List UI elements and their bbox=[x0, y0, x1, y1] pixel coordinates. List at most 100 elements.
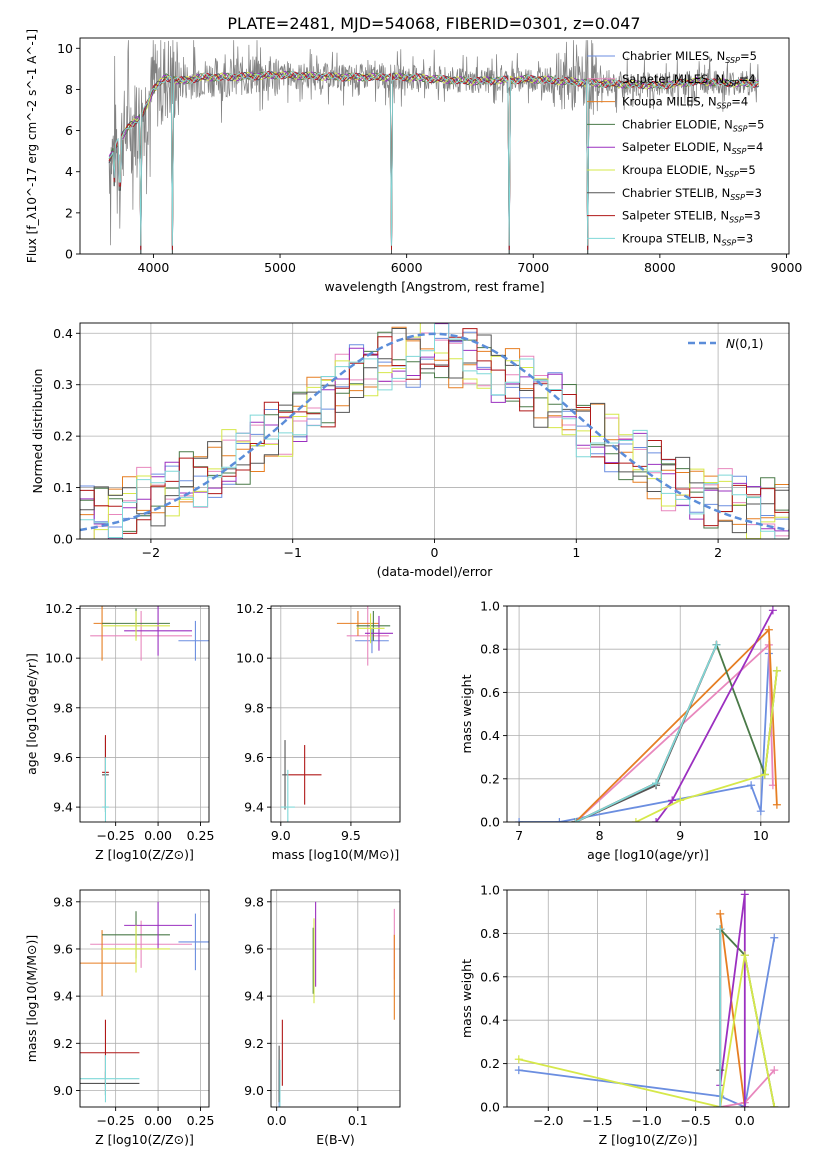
tick-label-x: 7 bbox=[515, 828, 523, 843]
weight-marker-8-1 bbox=[652, 779, 661, 788]
weight-marker-0-3 bbox=[770, 933, 779, 942]
tick-label-y: 9.4 bbox=[53, 989, 73, 1004]
weight-marker-0-3 bbox=[756, 807, 765, 816]
plot-area-age_vs_mass bbox=[280, 606, 393, 822]
weight-marker-5-3 bbox=[772, 666, 781, 675]
tick-label-x: −2 bbox=[142, 545, 160, 560]
legend-label-2: Kroupa MILES, NSSP=4 bbox=[622, 95, 748, 111]
tick-label-x: 9 bbox=[676, 828, 684, 843]
tick-label-y: 0.2 bbox=[480, 1056, 500, 1071]
tick-label-y: 0.8 bbox=[480, 926, 500, 941]
tick-label-y: 0.6 bbox=[480, 969, 500, 984]
tick-label-x: 8 bbox=[596, 828, 604, 843]
tick-label-y: 6 bbox=[65, 123, 73, 138]
tick-label-x: 0.0 bbox=[267, 1113, 287, 1128]
tick-label-y: 1.0 bbox=[480, 599, 500, 614]
tick-label-y: 9.8 bbox=[53, 894, 73, 909]
tick-label-y: 10.2 bbox=[45, 601, 73, 616]
panel-mass_vs_ebv: 0.0 0.1 9.0 9.2 9.4 9.6 9.8 E(B-V) bbox=[244, 889, 401, 1147]
axis-label-x: Z [log10(Z/Z⊙)] bbox=[95, 847, 194, 862]
axis-label-x: age [log10(age/yr)] bbox=[587, 847, 709, 862]
weight-marker-2-2 bbox=[772, 800, 781, 809]
tick-label-y: 0 bbox=[65, 247, 73, 262]
tick-label-x: −0.25 bbox=[96, 828, 134, 843]
panel-spectrum: Chabrier MILES, NSSP=5 Salpeter MILES, NS… bbox=[25, 29, 802, 294]
axis-label-x: E(B-V) bbox=[316, 1132, 355, 1147]
tick-label-x: 0.1 bbox=[348, 1113, 368, 1128]
observed-spectrum bbox=[108, 40, 759, 246]
plot-area-mass_vs_ebv bbox=[278, 901, 395, 1107]
weight-marker-4-1 bbox=[668, 796, 677, 805]
tick-label-y: 0.8 bbox=[480, 642, 500, 657]
axis-label-y: mass weight bbox=[459, 674, 474, 753]
plot-area-spectrum bbox=[108, 40, 759, 254]
plot-area-residuals bbox=[80, 323, 789, 539]
figure-title: PLATE=2481, MJD=54068, FIBERID=0301, z=0… bbox=[227, 14, 640, 33]
tick-label-y: 9.8 bbox=[244, 894, 264, 909]
axis-label-x: Z [log10(Z/Z⊙)] bbox=[95, 1132, 194, 1147]
panel-mw_vs_age: 7 8 9 10 0.0 0.2 0.4 0.6 0.8 1.0 age [log10(age/yr… bbox=[459, 599, 790, 862]
tick-label-x: −0.25 bbox=[96, 1113, 134, 1128]
tick-label-y: 0.2 bbox=[480, 771, 500, 786]
tick-label-y: 0.3 bbox=[53, 377, 73, 392]
legend-label-7: Salpeter STELIB, NSSP=3 bbox=[622, 209, 761, 225]
plot-area-mass_vs_Z bbox=[80, 901, 209, 1103]
weight-marker-8-0 bbox=[571, 818, 580, 822]
weight-marker-2-0 bbox=[716, 909, 725, 918]
legend-label-3: Chabrier ELODIE, NSSP=5 bbox=[622, 117, 764, 133]
tick-label-y: 0.4 bbox=[480, 1013, 500, 1028]
axis-label-x: (data-model)/error bbox=[377, 564, 494, 579]
weight-marker-5-2 bbox=[740, 951, 749, 960]
tick-label-x: 4000 bbox=[138, 260, 170, 275]
axis-label-x: mass [log10(M/M⊙)] bbox=[272, 847, 400, 862]
weight-marker-0-2 bbox=[747, 781, 756, 790]
axes-frame bbox=[506, 605, 790, 823]
weight-marker-5-1 bbox=[676, 796, 685, 805]
weight-marker-2-1 bbox=[764, 625, 773, 634]
tick-label-y: 0.0 bbox=[480, 815, 500, 830]
tick-label-x: 8000 bbox=[644, 260, 676, 275]
tick-label-x: 6000 bbox=[391, 260, 423, 275]
spectrum-legend: Chabrier MILES, NSSP=5 Salpeter MILES, NS… bbox=[587, 49, 764, 247]
tick-label-x: 9000 bbox=[771, 260, 803, 275]
legend-label-5: Kroupa ELODIE, NSSP=5 bbox=[622, 163, 756, 179]
weight-marker-8-0 bbox=[716, 1103, 725, 1107]
model-spectrum-6 bbox=[108, 71, 759, 254]
hist-7 bbox=[80, 328, 789, 534]
tick-label-x: −1.5 bbox=[582, 1113, 612, 1128]
axes-frame bbox=[270, 605, 401, 823]
tick-label-x: 7000 bbox=[517, 260, 549, 275]
tick-label-x: 0.00 bbox=[144, 1113, 172, 1128]
tick-label-y: 4 bbox=[65, 164, 73, 179]
legend-label-6: Chabrier STELIB, NSSP=3 bbox=[622, 186, 762, 202]
plot-area-mw_vs_age bbox=[515, 606, 781, 822]
tick-label-y: 9.6 bbox=[53, 750, 73, 765]
tick-label-x: 9.0 bbox=[271, 828, 291, 843]
tick-label-y: 9.0 bbox=[53, 1083, 73, 1098]
weight-marker-8-2 bbox=[712, 640, 721, 649]
tick-label-y: 9.2 bbox=[244, 1036, 264, 1051]
weight-marker-0-1 bbox=[555, 818, 564, 822]
axis-label-y: mass [log10(M/M⊙)] bbox=[24, 935, 39, 1063]
model-spectrum-7 bbox=[108, 70, 759, 250]
axes-frame bbox=[79, 889, 210, 1108]
tick-label-y: 0.6 bbox=[480, 685, 500, 700]
legend-label-1: Salpeter MILES, NSSP=4 bbox=[622, 72, 756, 88]
weight-marker-4-2 bbox=[740, 1103, 749, 1107]
tick-label-y: 0.0 bbox=[53, 532, 73, 547]
legend-label-4: Salpeter ELODIE, NSSP=4 bbox=[622, 140, 763, 156]
tick-label-x: −2.0 bbox=[533, 1113, 563, 1128]
tick-label-y: 9.6 bbox=[244, 941, 264, 956]
tick-label-y: 9.0 bbox=[244, 1083, 264, 1098]
tick-label-y: 9.8 bbox=[53, 700, 73, 715]
tick-label-x: 0 bbox=[431, 545, 439, 560]
model-spectrum-8 bbox=[108, 71, 759, 246]
axes-frame bbox=[79, 37, 790, 255]
plot-area-mw_vs_Z bbox=[514, 890, 779, 1107]
weight-marker-1-2 bbox=[770, 1066, 779, 1075]
tick-label-y: 8 bbox=[65, 82, 73, 97]
plot-area-age_vs_Z bbox=[90, 606, 209, 822]
axis-label-y: age [log10(age/yr)] bbox=[24, 653, 39, 775]
weight-line-5 bbox=[635, 670, 778, 822]
